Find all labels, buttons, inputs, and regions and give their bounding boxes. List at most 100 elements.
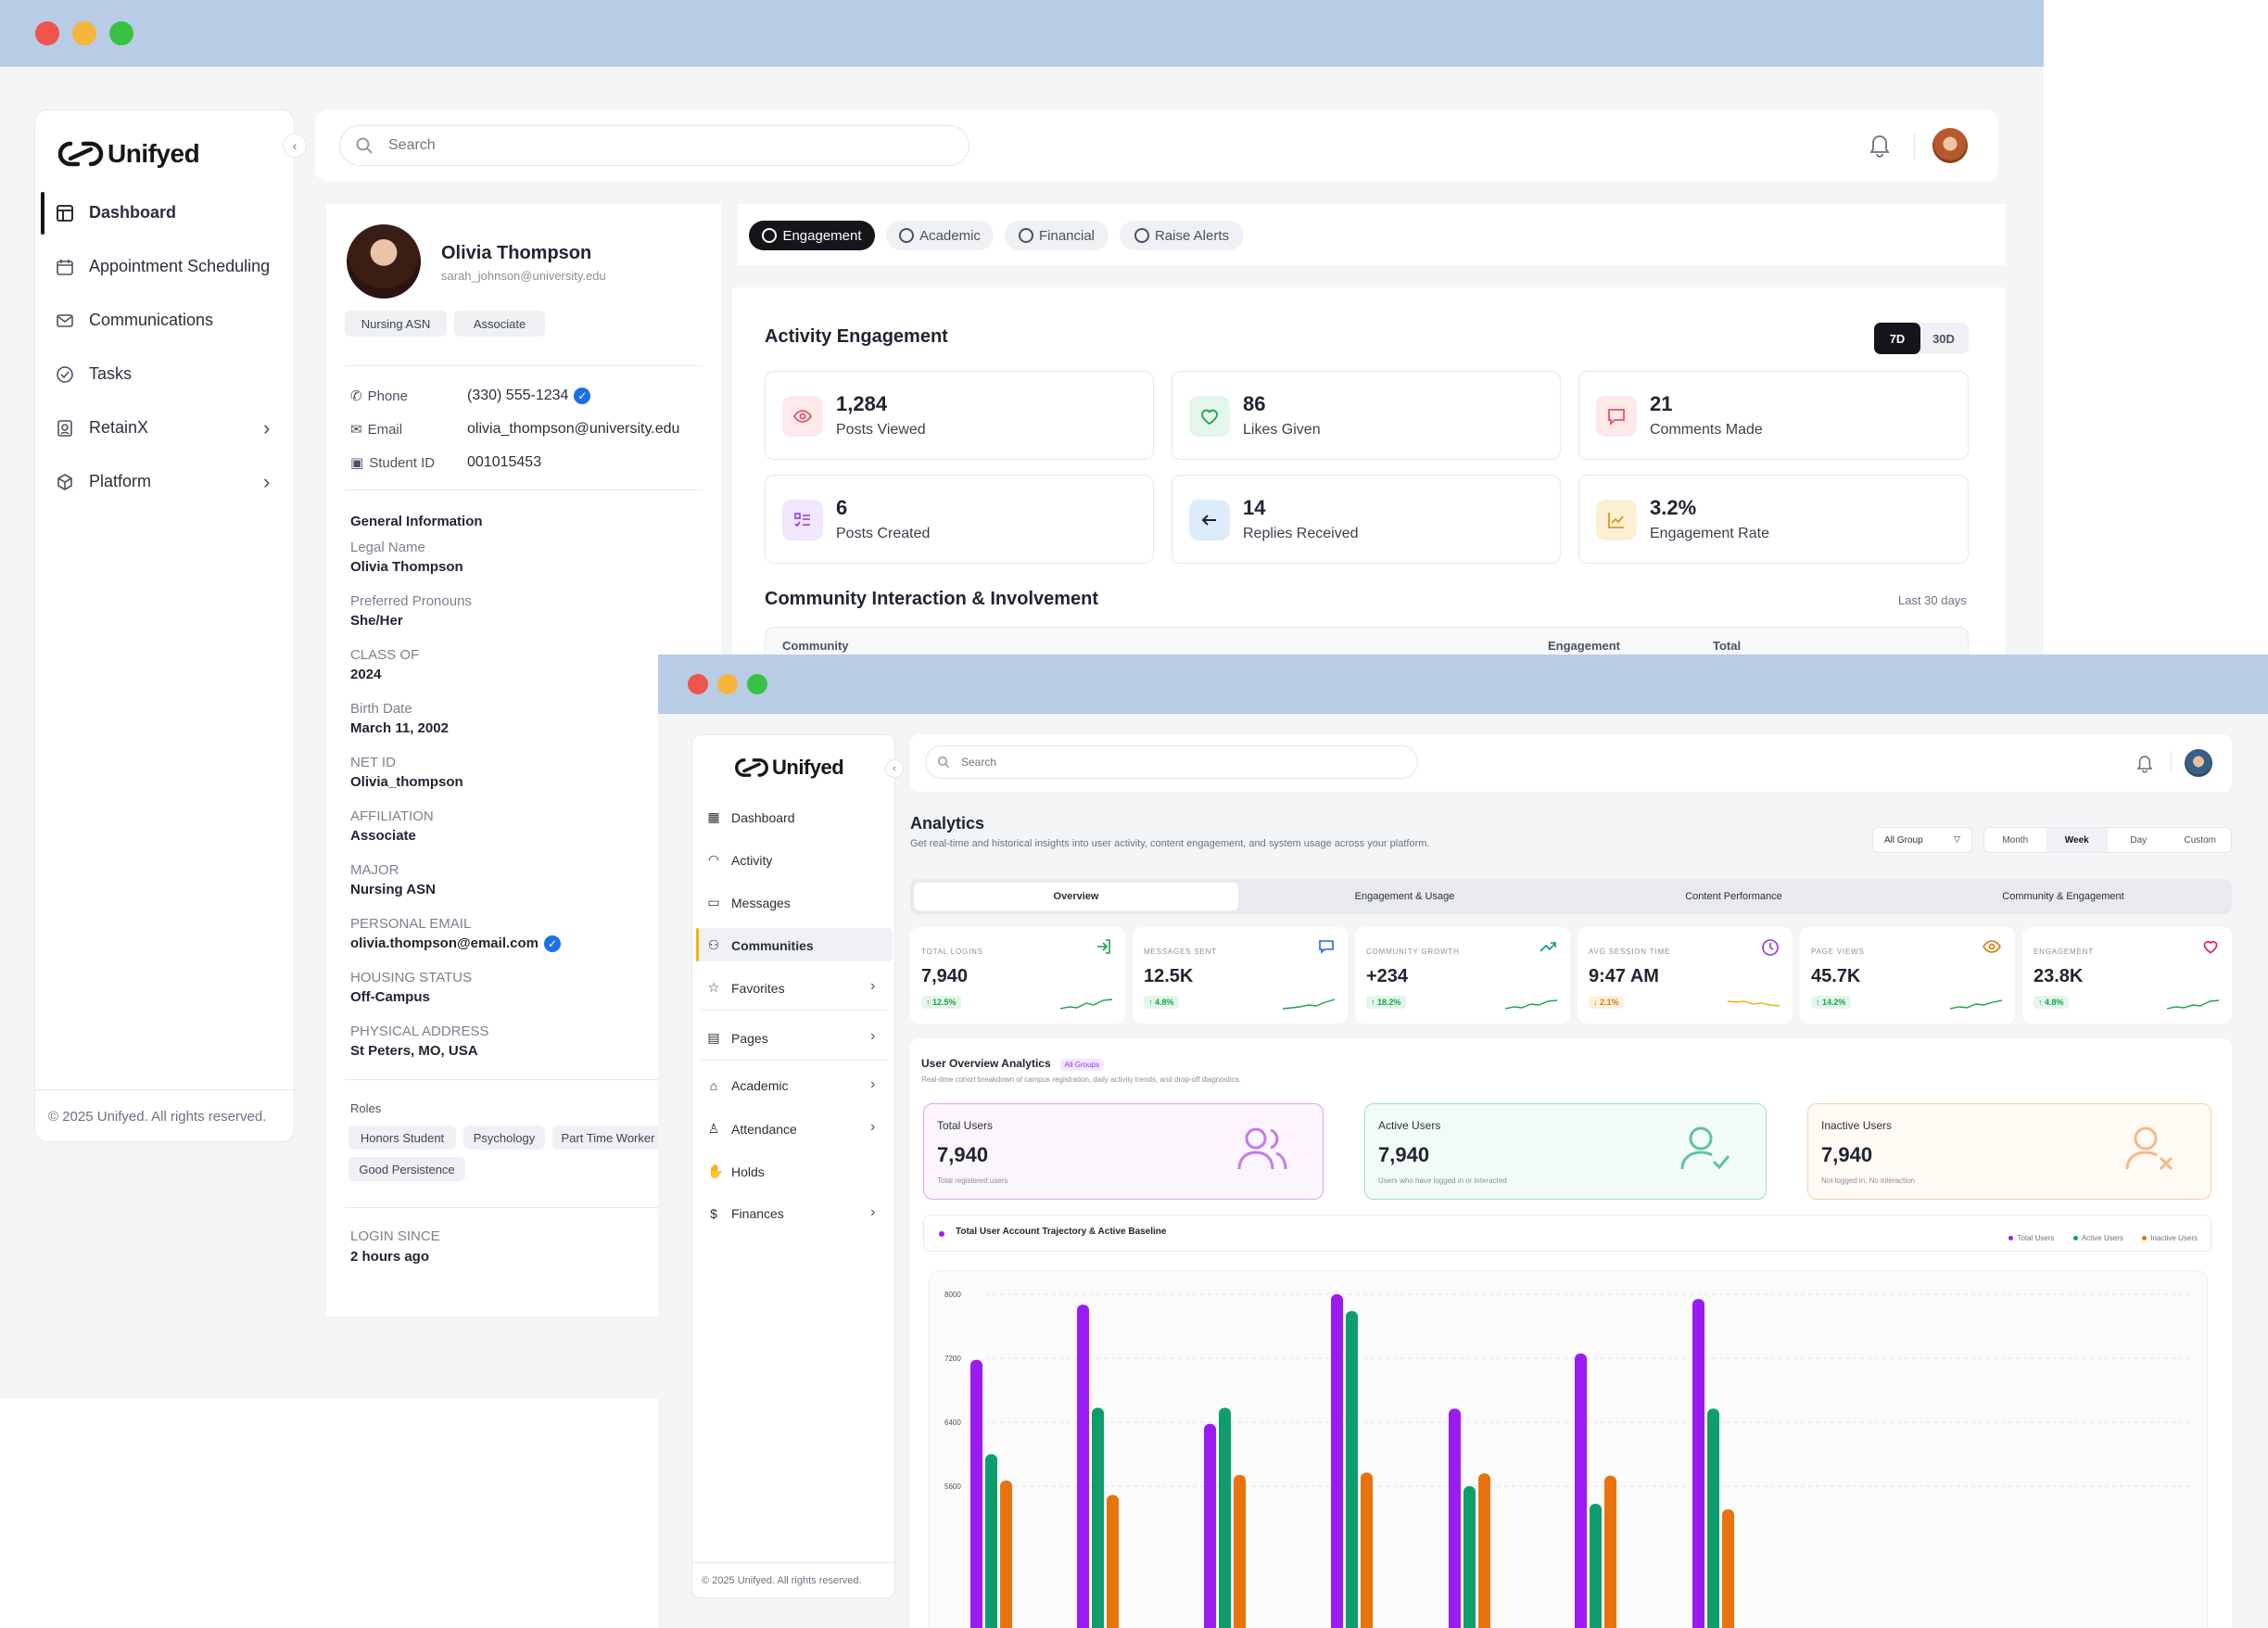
kpi-label: AVG SESSION TIME: [1589, 948, 1671, 956]
kpi-value: 12.5K: [1144, 966, 1194, 986]
chat-icon: [1319, 940, 1334, 954]
sidebar-item-activity[interactable]: ◠ Activity: [707, 852, 772, 868]
sidebar-item-favorites[interactable]: ☆ Favorites: [707, 980, 785, 996]
sidebar-item-pages[interactable]: ▤ Pages: [707, 1030, 767, 1046]
bar-inactive-users[interactable]: [1000, 1480, 1012, 1628]
period-month[interactable]: Month: [2002, 834, 2029, 846]
bell-icon[interactable]: [1868, 132, 1892, 158]
tab-raise-alerts[interactable]: Raise Alerts: [1120, 221, 1244, 250]
bar-total-users[interactable]: [970, 1359, 982, 1628]
search-box[interactable]: [925, 745, 1418, 779]
email-value[interactable]: olivia_thompson@university.edu: [467, 421, 680, 437]
y-tick-label: 5600: [944, 1482, 961, 1491]
period-toggle: Month Week Day Custom: [1983, 827, 2232, 853]
target-icon: [1018, 228, 1033, 243]
sidebar-item-academic[interactable]: ⌂ Academic: [707, 1078, 789, 1093]
metric-value: 21: [1650, 392, 1673, 415]
sidebar-item-communities[interactable]: ⚇ Communities: [707, 937, 814, 953]
range-7d[interactable]: 7D: [1874, 323, 1920, 354]
tab-community-engagement[interactable]: Community & Engagement: [2002, 891, 2124, 902]
bar-inactive-users[interactable]: [1478, 1473, 1490, 1628]
maximize-dot[interactable]: [747, 674, 767, 694]
minimize-dot[interactable]: [72, 21, 96, 45]
sidebar-item-holds[interactable]: ✋ Holds: [707, 1164, 765, 1179]
bar-inactive-users[interactable]: [1234, 1474, 1246, 1628]
bar-total-users[interactable]: [1077, 1304, 1089, 1628]
bar-total-users[interactable]: [1331, 1294, 1343, 1628]
phone-label-text: Phone: [367, 388, 408, 404]
active-indicator: [696, 928, 699, 961]
sidebar-item-label: Attendance: [731, 1121, 797, 1137]
period-day[interactable]: Day: [2130, 834, 2148, 846]
avatar[interactable]: [2185, 749, 2212, 777]
card-value: 7,940: [1821, 1143, 1873, 1166]
bar-total-users[interactable]: [1204, 1423, 1216, 1628]
bar-inactive-users[interactable]: [1107, 1494, 1119, 1628]
minimize-dot[interactable]: [717, 674, 738, 694]
tab-academic[interactable]: Academic: [886, 221, 994, 250]
star-icon: ☆: [707, 980, 720, 995]
bar-active-users[interactable]: [1590, 1503, 1602, 1628]
kpi-value: 9:47 AM: [1589, 966, 1659, 986]
overview-badge: All Groups: [1059, 1059, 1104, 1071]
role-tag: Good Persistence: [348, 1157, 465, 1181]
collapse-sidebar-button[interactable]: ‹: [283, 134, 307, 158]
sparkline: [1950, 999, 2002, 1010]
search-box[interactable]: [339, 125, 969, 166]
sparkline: [1505, 999, 1557, 1010]
close-dot[interactable]: [688, 674, 708, 694]
sidebar-item-tasks[interactable]: Tasks: [56, 364, 132, 384]
bar-total-users[interactable]: [1449, 1408, 1461, 1628]
sidebar-item-retainx[interactable]: RetainX: [56, 418, 148, 438]
total-users-card: Total Users 7,940 Total registered users: [923, 1103, 1324, 1200]
phone-value[interactable]: (330) 555-1234 ✓: [467, 388, 591, 404]
bell-icon[interactable]: [2135, 753, 2154, 773]
search-icon: [938, 757, 950, 769]
chevron-right-icon: ›: [263, 470, 271, 493]
tab-engagement[interactable]: Engagement: [749, 221, 875, 250]
bar-active-users[interactable]: [1346, 1311, 1358, 1628]
kpi-label: ENGAGEMENT: [2034, 948, 2094, 956]
field-label: Birth Date: [350, 701, 412, 717]
range-30d[interactable]: 30D: [1932, 331, 1955, 346]
maximize-dot[interactable]: [109, 21, 133, 45]
period-week[interactable]: Week: [2046, 828, 2108, 852]
avatar[interactable]: [1932, 128, 1968, 163]
list-icon: [782, 500, 823, 541]
kpi-delta: ↑ 4.8%: [1144, 996, 1179, 1009]
sidebar-item-communications[interactable]: Communications: [56, 311, 213, 330]
bar-active-users[interactable]: [1707, 1408, 1719, 1628]
search-input[interactable]: [388, 137, 880, 154]
sidebar-item-dashboard[interactable]: ▦ Dashboard: [707, 809, 794, 825]
collapse-sidebar-button[interactable]: ‹: [885, 759, 904, 778]
sidebar-item-finances[interactable]: $ Finances: [707, 1206, 784, 1221]
sidebar-item-platform[interactable]: Platform: [56, 472, 151, 491]
tab-engagement-usage[interactable]: Engagement & Usage: [1354, 891, 1455, 902]
period-custom[interactable]: Custom: [2184, 834, 2216, 846]
tab-overview[interactable]: Overview: [914, 883, 1238, 910]
bar-active-users[interactable]: [985, 1454, 997, 1628]
sidebar-item-dashboard[interactable]: Dashboard: [56, 203, 176, 223]
sidebar-item-attendance[interactable]: ♙ Attendance: [707, 1121, 797, 1137]
bar-inactive-users[interactable]: [1604, 1475, 1616, 1628]
bar-active-users[interactable]: [1219, 1407, 1231, 1628]
search-icon: [356, 137, 373, 154]
role-tag: Part Time Worker: [552, 1126, 664, 1150]
sidebar-item-messages[interactable]: ▭ Messages: [707, 895, 790, 910]
overview-title-text: User Overview Analytics: [921, 1057, 1051, 1070]
group-select[interactable]: All Group ▽: [1872, 827, 1972, 853]
bar-total-users[interactable]: [1575, 1353, 1587, 1628]
tab-financial[interactable]: Financial: [1005, 221, 1109, 250]
message-icon: ▭: [707, 895, 720, 909]
sidebar-item-appointment-scheduling[interactable]: Appointment Scheduling: [56, 257, 270, 276]
close-dot[interactable]: [35, 21, 59, 45]
bar-inactive-users[interactable]: [1722, 1509, 1734, 1628]
tab-content-performance[interactable]: Content Performance: [1685, 891, 1782, 902]
sidebar-item-label: Favorites: [731, 980, 785, 996]
bar-active-users[interactable]: [1463, 1486, 1476, 1628]
bar-total-users[interactable]: [1692, 1299, 1704, 1628]
bar-active-users[interactable]: [1092, 1407, 1104, 1628]
inactive-users-card: Inactive Users 7,940 Not logged in, No i…: [1807, 1103, 2211, 1200]
search-input[interactable]: [961, 756, 1346, 769]
bar-inactive-users[interactable]: [1361, 1472, 1373, 1628]
